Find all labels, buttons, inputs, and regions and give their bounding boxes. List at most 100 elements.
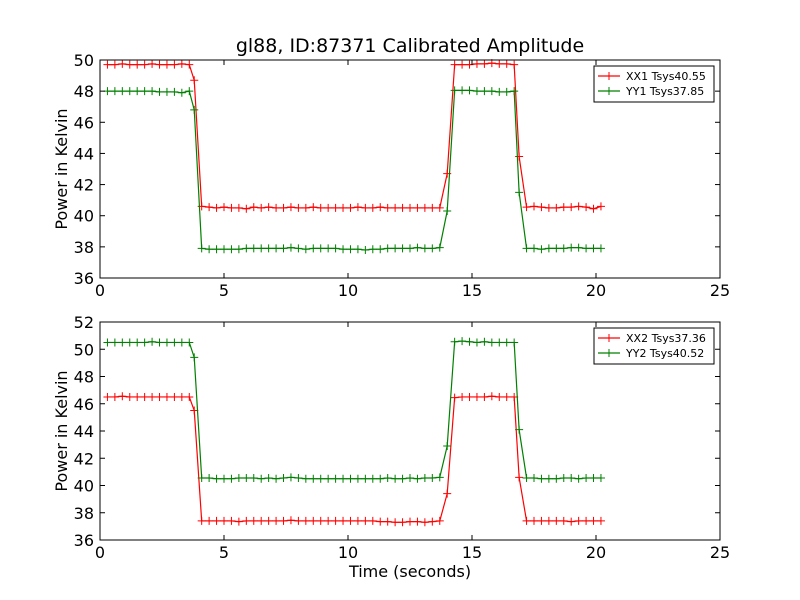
data-point bbox=[162, 60, 171, 69]
data-point bbox=[316, 516, 325, 525]
data-point bbox=[148, 337, 157, 346]
data-point bbox=[472, 392, 481, 401]
legend-box bbox=[593, 327, 715, 365]
data-point bbox=[376, 203, 385, 212]
data-point bbox=[450, 86, 459, 95]
y-tick-label: 44 bbox=[74, 422, 94, 441]
data-point bbox=[435, 473, 444, 482]
data-point bbox=[272, 474, 281, 483]
data-point bbox=[324, 474, 333, 483]
data-point bbox=[480, 337, 489, 346]
data-point bbox=[339, 203, 348, 212]
legend-entry-label: XX2 Tsys37.36 bbox=[626, 332, 706, 345]
data-point bbox=[376, 474, 385, 483]
data-point bbox=[279, 203, 288, 212]
data-point bbox=[361, 245, 370, 254]
x-axis-label: Time (seconds) bbox=[348, 562, 471, 581]
y-tick-label: 46 bbox=[74, 395, 94, 414]
data-point bbox=[589, 204, 598, 213]
data-point bbox=[495, 338, 504, 347]
x-tick-label: 0 bbox=[95, 543, 105, 562]
data-point bbox=[309, 474, 318, 483]
y-axis-label: Power in Kelvin bbox=[52, 108, 71, 229]
data-point bbox=[383, 517, 392, 526]
data-point bbox=[257, 516, 266, 525]
data-point bbox=[264, 203, 273, 212]
data-point bbox=[133, 60, 142, 69]
data-point bbox=[177, 392, 186, 401]
data-point bbox=[391, 244, 400, 253]
data-point bbox=[530, 474, 538, 483]
data-point bbox=[324, 516, 333, 525]
data-point bbox=[140, 392, 149, 401]
data-point bbox=[458, 392, 467, 401]
y-tick-label: 36 bbox=[74, 269, 94, 288]
data-point bbox=[339, 516, 348, 525]
y-tick-label: 52 bbox=[74, 313, 94, 332]
data-point bbox=[227, 516, 236, 525]
data-point bbox=[428, 474, 437, 483]
y-tick-label: 36 bbox=[74, 531, 94, 550]
data-point bbox=[148, 59, 157, 68]
data-point bbox=[212, 516, 221, 525]
data-point bbox=[406, 244, 414, 253]
legend-entry-label: XX1 Tsys40.55 bbox=[626, 70, 706, 83]
data-point bbox=[339, 474, 348, 483]
data-point bbox=[249, 203, 258, 212]
data-point bbox=[495, 392, 504, 401]
data-point bbox=[155, 60, 164, 69]
data-point bbox=[170, 60, 179, 69]
legend-marker bbox=[605, 72, 613, 80]
data-point bbox=[398, 203, 407, 212]
data-point bbox=[443, 207, 452, 216]
data-point bbox=[465, 337, 474, 346]
data-point bbox=[428, 244, 437, 253]
data-point bbox=[582, 474, 591, 483]
data-point bbox=[205, 245, 214, 254]
data-point bbox=[450, 60, 459, 69]
x-tick-label: 10 bbox=[338, 281, 358, 300]
data-point bbox=[118, 87, 127, 96]
data-point bbox=[118, 338, 127, 347]
data-point bbox=[346, 516, 355, 525]
data-point bbox=[552, 516, 561, 525]
y-axis-label: Power in Kelvin bbox=[52, 370, 71, 491]
data-point bbox=[567, 203, 576, 212]
data-point bbox=[197, 516, 206, 525]
data-point bbox=[368, 203, 377, 212]
y-tick-label: 48 bbox=[74, 368, 94, 387]
data-point bbox=[458, 86, 467, 95]
data-point bbox=[162, 392, 171, 401]
data-point bbox=[544, 516, 553, 525]
data-point bbox=[155, 338, 164, 347]
data-point bbox=[361, 516, 370, 525]
data-point bbox=[177, 338, 186, 347]
data-point bbox=[212, 245, 221, 254]
data-point bbox=[530, 516, 538, 525]
data-point bbox=[309, 516, 318, 525]
data-point bbox=[125, 60, 134, 69]
data-point bbox=[279, 244, 288, 253]
data-point bbox=[185, 87, 194, 96]
data-point bbox=[552, 474, 561, 483]
y-tick-label: 50 bbox=[74, 51, 94, 70]
y-tick-label: 40 bbox=[74, 207, 94, 226]
data-point bbox=[103, 392, 112, 401]
legend-box bbox=[593, 65, 715, 103]
data-point bbox=[420, 244, 429, 253]
x-tick-label: 15 bbox=[462, 281, 482, 300]
data-point bbox=[212, 474, 221, 483]
data-point bbox=[544, 203, 553, 212]
x-tick-label: 25 bbox=[710, 543, 730, 562]
data-point bbox=[110, 392, 119, 401]
x-tick-label: 25 bbox=[710, 281, 730, 300]
data-point bbox=[391, 474, 400, 483]
data-point bbox=[458, 60, 467, 69]
data-point bbox=[205, 474, 214, 483]
data-point bbox=[420, 518, 429, 527]
data-point bbox=[435, 203, 444, 212]
data-point bbox=[118, 392, 127, 401]
data-point bbox=[257, 244, 266, 253]
axes-frame bbox=[99, 59, 721, 279]
legend-entry-label: YY1 Tsys37.85 bbox=[625, 85, 704, 98]
